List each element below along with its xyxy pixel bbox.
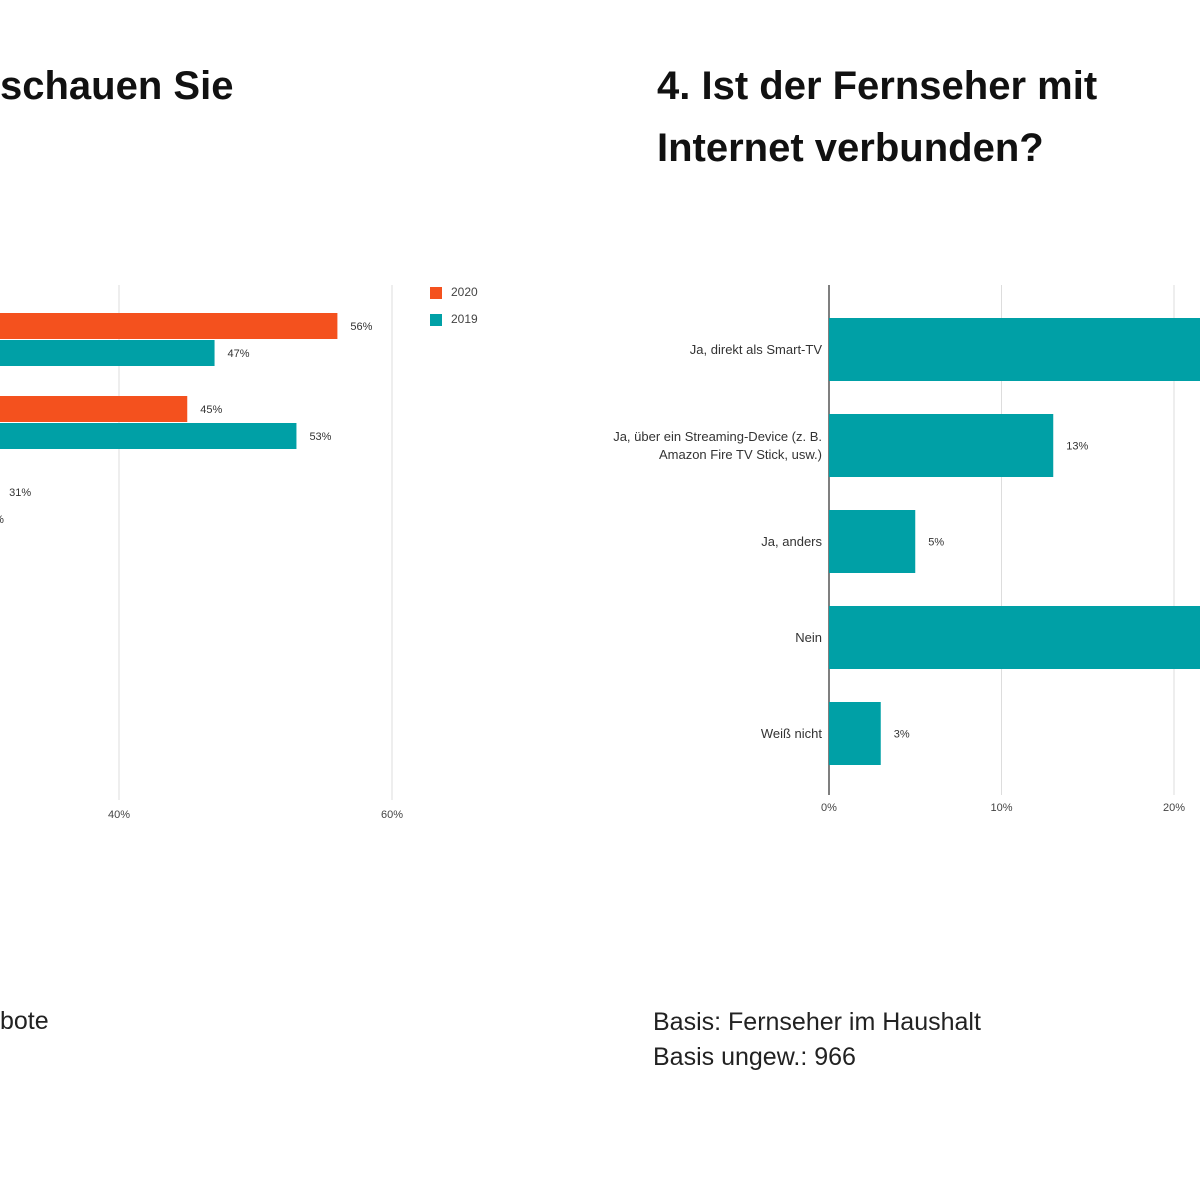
bar <box>0 423 297 449</box>
legend-label: 2020 <box>451 285 478 299</box>
footnote: Basis ungew.: 966 <box>653 1043 856 1071</box>
bar <box>0 396 188 422</box>
value-label: 3% <box>894 728 910 740</box>
value-label: 47% <box>228 348 250 360</box>
x-tick-label: 10% <box>990 802 1012 814</box>
footnote: Basis: Fernseher im Haushalt <box>653 1008 981 1036</box>
x-tick-label: 60% <box>381 809 403 821</box>
category-label: Ja, direkt als Smart-TV <box>689 341 822 357</box>
value-label: 45% <box>200 404 222 416</box>
x-tick-label: 20% <box>1163 802 1185 814</box>
chart-title: schauen Sie <box>0 64 234 108</box>
value-label: 53% <box>309 431 331 443</box>
bar <box>829 510 916 573</box>
value-label: 5% <box>928 536 944 548</box>
x-tick-label: 40% <box>108 809 130 821</box>
category-label: Nein <box>795 629 822 645</box>
value-label: 56% <box>350 321 372 333</box>
value-label: 31% <box>9 487 31 499</box>
bar <box>829 606 1200 669</box>
bar <box>829 702 881 765</box>
bar <box>0 313 338 339</box>
footnote: bote <box>0 1007 49 1035</box>
bar <box>0 340 215 366</box>
bar <box>829 318 1200 381</box>
legend-swatch <box>430 314 442 326</box>
chart-title: 4. Ist der Fernseher mit Internet verbun… <box>657 64 1098 170</box>
category-label: Ja, über ein Streaming-Device (z. B. Ama… <box>613 428 822 462</box>
legend-swatch <box>430 287 442 299</box>
value-label: 29% <box>0 514 4 526</box>
legend-label: 2019 <box>451 312 478 326</box>
category-label: Weiß nicht <box>760 725 822 741</box>
value-label: 13% <box>1066 440 1088 452</box>
bar <box>829 414 1054 477</box>
category-label: Ja, anders <box>761 533 822 549</box>
x-tick-label: 0% <box>821 802 837 814</box>
